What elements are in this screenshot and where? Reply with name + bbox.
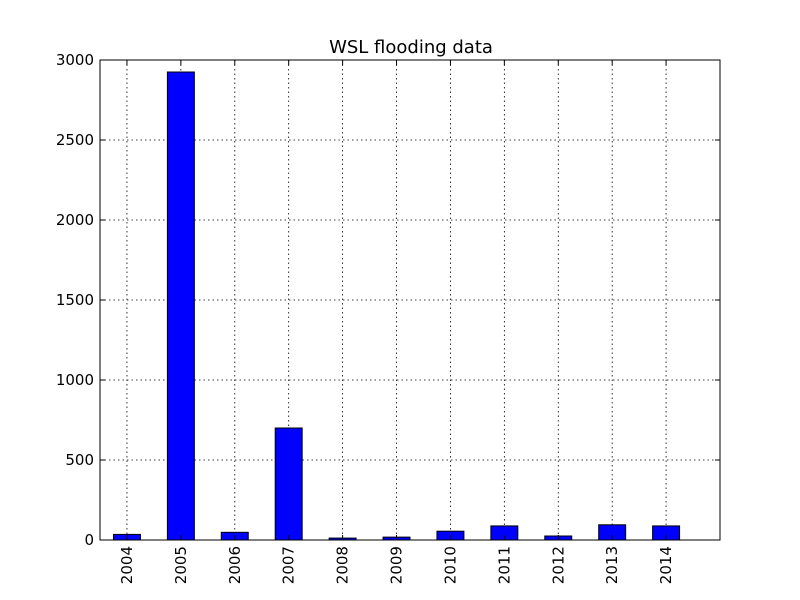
x-tick-label: 2010 [441, 546, 459, 584]
chart-title: WSL flooding data [329, 37, 493, 58]
x-tick-label: 2012 [549, 546, 567, 584]
x-tick-label: 2008 [334, 546, 352, 584]
x-tick-label: 2013 [603, 546, 621, 584]
y-tick-label: 3000 [56, 51, 94, 69]
y-tick-label: 2000 [56, 211, 94, 229]
x-tick-label: 2009 [388, 546, 406, 584]
x-tick-label: 2007 [280, 546, 298, 584]
y-tick-label: 500 [65, 451, 94, 469]
y-tick-label: 1500 [56, 291, 94, 309]
y-tick-label: 0 [84, 531, 94, 549]
y-tick-label: 1000 [56, 371, 94, 389]
x-tick-labels: 2004 2005 2006 2007 2008 2009 2010 2011 2012 2013… [118, 546, 675, 584]
y-tick-labels: 0 500 1000 1500 2000 2500 3000 [56, 51, 94, 549]
x-tick-label: 2005 [172, 546, 190, 584]
x-tick-label: 2004 [118, 546, 136, 584]
bar-2005 [166, 71, 195, 541]
y-tick-label: 2500 [56, 131, 94, 149]
x-tick-label: 2011 [495, 546, 513, 584]
axis-ticks [100, 59, 720, 541]
x-tick-label: 2006 [226, 546, 244, 584]
bar-2007 [274, 427, 303, 541]
x-tick-label: 2014 [657, 546, 675, 584]
